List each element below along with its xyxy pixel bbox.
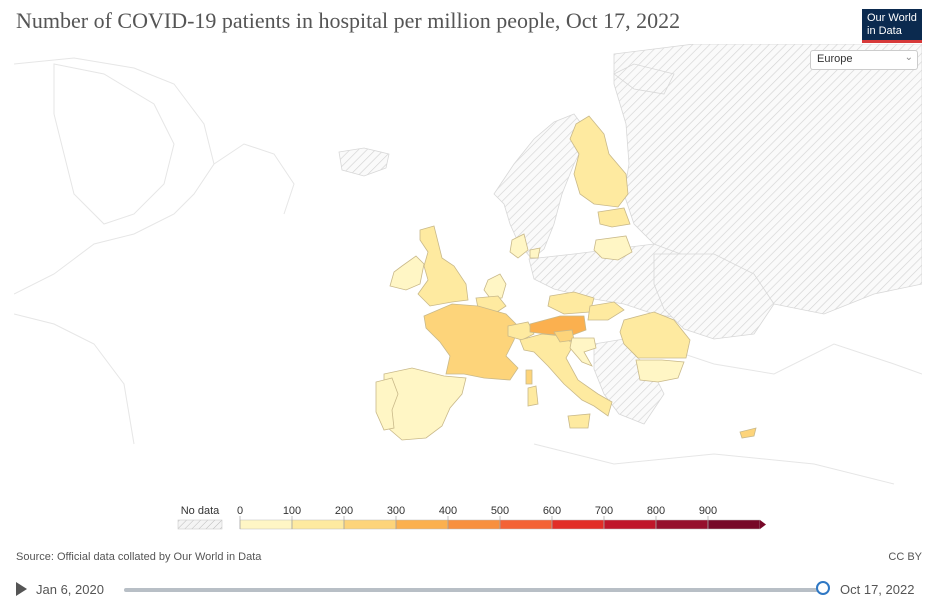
spain-shape	[383, 367, 467, 441]
source-note: Source: Official data collated by Our Wo…	[16, 551, 262, 563]
timeline-end-label: Oct 17, 2022	[840, 582, 915, 597]
legend-bin-3	[395, 519, 449, 530]
croatia-shape	[569, 337, 597, 367]
legend-tick-label: 300	[387, 505, 405, 517]
portugal-shape	[375, 377, 399, 431]
timeline-handle[interactable]	[816, 581, 830, 595]
legend-tick-label: 800	[647, 505, 665, 517]
legend-tick-label: 200	[335, 505, 353, 517]
legend-tick-label: 100	[283, 505, 301, 517]
legend-bin-0	[239, 519, 293, 530]
legend-tick-label: 400	[439, 505, 457, 517]
legend-tick-label: 0	[237, 505, 243, 517]
latvia-shape	[593, 235, 633, 261]
estonia-shape	[597, 207, 631, 228]
legend-bin-9	[707, 519, 761, 530]
logo-line-2: in Data	[867, 25, 902, 37]
cyprus-shape	[739, 427, 757, 439]
no-data-north-russia	[613, 63, 675, 95]
france-shape	[423, 303, 519, 381]
region-dropdown-value: Europe	[817, 53, 853, 65]
legend-no-data-label: No data	[181, 505, 220, 517]
legend-arrow	[760, 520, 766, 529]
legend-tick-label: 600	[543, 505, 561, 517]
owid-logo[interactable]: Our World in Data	[862, 9, 922, 43]
legend-bin-8	[655, 519, 709, 530]
legend-bin-7	[603, 519, 657, 530]
slovakia-shape	[587, 301, 625, 321]
bulgaria-shape	[635, 359, 685, 383]
legend-tick-label: 700	[595, 505, 613, 517]
play-icon[interactable]	[16, 582, 27, 596]
chevron-down-icon: ⌄	[904, 52, 913, 63]
united-kingdom-shape	[417, 225, 469, 307]
legend-bin-5	[499, 519, 553, 530]
logo-line-1: Our World	[867, 12, 917, 24]
timeline-start-label: Jan 6, 2020	[36, 582, 104, 597]
sicily-shape	[567, 413, 591, 429]
corsica-shape	[525, 369, 533, 385]
legend-tick-label: 900	[699, 505, 717, 517]
timeline-track[interactable]	[124, 588, 824, 592]
ireland-shape	[389, 255, 425, 291]
legend-bin-4	[447, 519, 501, 530]
finland-shape	[569, 115, 629, 208]
sardinia-shape	[527, 385, 539, 407]
legend-bin-1	[291, 519, 345, 530]
no-data-belarus-ukraine	[653, 253, 775, 340]
chart-title: Number of COVID-19 patients in hospital …	[16, 8, 681, 33]
denmark-shape	[509, 233, 541, 259]
switzerland-shape	[507, 321, 535, 341]
legend-no-data-swatch	[177, 519, 223, 530]
legend-tick-label: 500	[491, 505, 509, 517]
choropleth-map	[14, 44, 922, 485]
netherlands-shape	[483, 273, 507, 299]
country-shapes	[375, 115, 757, 441]
legend-bin-2	[343, 519, 397, 530]
romania-shape	[619, 311, 691, 359]
color-legend: No data 0 100 200 300 400 500 600 700 800 900	[177, 505, 766, 530]
legend-bin-6	[551, 519, 605, 530]
no-data-greenland	[338, 147, 390, 177]
timeline-slider[interactable]: Jan 6, 2020 Oct 17, 2022	[0, 576, 938, 602]
license-link[interactable]: CC BY	[888, 551, 922, 563]
region-dropdown[interactable]: Europe ⌄	[810, 50, 918, 70]
